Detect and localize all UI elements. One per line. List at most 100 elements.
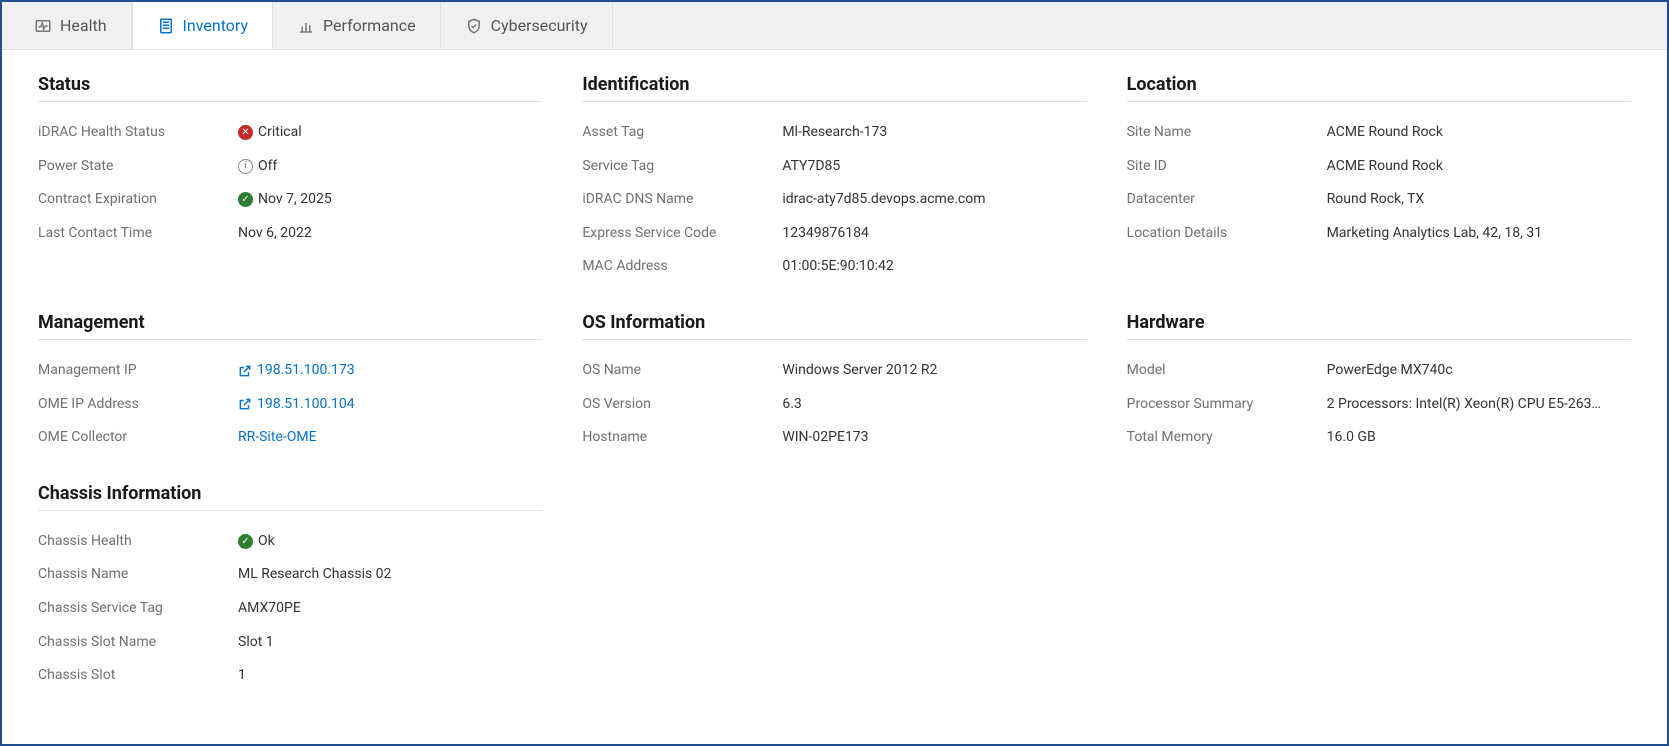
field-value: Ml-Research-173	[782, 123, 887, 143]
ome-ip-link[interactable]: 198.51.100.104	[238, 395, 355, 415]
field-value: 6.3	[782, 395, 801, 415]
performance-icon	[297, 17, 315, 35]
section-title: Hardware	[1127, 312, 1631, 340]
field-value: Slot 1	[238, 633, 274, 653]
field-label: Model	[1127, 361, 1327, 381]
section-hardware: Hardware Model PowerEdge MX740c Processo…	[1127, 312, 1631, 455]
health-icon	[34, 17, 52, 35]
row-last-contact: Last Contact Time Nov 6, 2022	[38, 217, 542, 251]
tab-label: Cybersecurity	[491, 16, 588, 35]
field-value: ATY7D85	[782, 157, 840, 177]
tab-inventory[interactable]: Inventory	[132, 2, 274, 49]
field-value: ACME Round Rock	[1327, 157, 1443, 177]
content-grid: Status iDRAC Health Status ✕ Critical Po…	[2, 50, 1667, 744]
row-os-name: OS Name Windows Server 2012 R2	[582, 354, 1086, 388]
section-title: OS Information	[582, 312, 1086, 340]
row-management-ip: Management IP 198.51.100.173	[38, 354, 542, 388]
tab-cybersecurity[interactable]: Cybersecurity	[441, 2, 613, 49]
row-idrac-dns-name: iDRAC DNS Name idrac-aty7d85.devops.acme…	[582, 183, 1086, 217]
row-service-tag: Service Tag ATY7D85	[582, 150, 1086, 184]
tab-label: Health	[60, 16, 107, 35]
section-chassis-information: Chassis Information Chassis Health ✓ Ok …	[38, 483, 542, 693]
info-icon: i	[238, 159, 253, 174]
section-title: Management	[38, 312, 542, 340]
field-label: Asset Tag	[582, 123, 782, 143]
section-identification: Identification Asset Tag Ml-Research-173…	[582, 74, 1086, 284]
tab-bar: Health Inventory Performance Cybersecuri…	[2, 2, 1667, 50]
field-value: 12349876184	[782, 224, 869, 244]
field-label: Chassis Slot	[38, 666, 238, 686]
field-label: Hostname	[582, 428, 782, 448]
field-value: RR-Site-OME	[238, 428, 317, 448]
field-label: OS Name	[582, 361, 782, 381]
field-value: Ok	[258, 532, 275, 552]
tab-label: Inventory	[183, 16, 249, 35]
section-title: Status	[38, 74, 542, 102]
field-label: Chassis Health	[38, 532, 238, 552]
field-label: Location Details	[1127, 224, 1327, 244]
row-chassis-health: Chassis Health ✓ Ok	[38, 525, 542, 559]
ok-icon: ✓	[238, 192, 253, 207]
field-value: Marketing Analytics Lab, 42, 18, 31	[1327, 224, 1542, 244]
row-chassis-slot: Chassis Slot 1	[38, 659, 542, 693]
field-label: MAC Address	[582, 257, 782, 277]
external-link-icon	[238, 397, 252, 411]
tab-health[interactable]: Health	[10, 2, 132, 49]
field-label: Site Name	[1127, 123, 1327, 143]
field-label: Site ID	[1127, 157, 1327, 177]
inventory-icon	[157, 17, 175, 35]
field-label: Express Service Code	[582, 224, 782, 244]
tab-performance[interactable]: Performance	[273, 2, 441, 49]
row-ome-collector: OME Collector RR-Site-OME	[38, 421, 542, 455]
field-value: Nov 6, 2022	[238, 224, 312, 244]
field-label: OME Collector	[38, 428, 238, 448]
field-label: Power State	[38, 157, 238, 177]
field-value: 01:00:5E:90:10:42	[782, 257, 893, 277]
row-idrac-health: iDRAC Health Status ✕ Critical	[38, 116, 542, 150]
field-value: Round Rock, TX	[1327, 190, 1425, 210]
field-label: iDRAC Health Status	[38, 123, 238, 143]
row-express-service-code: Express Service Code 12349876184	[582, 217, 1086, 251]
row-location-details: Location Details Marketing Analytics Lab…	[1127, 217, 1631, 251]
external-link-icon	[238, 364, 252, 378]
field-label: Management IP	[38, 361, 238, 381]
critical-icon: ✕	[238, 125, 253, 140]
management-ip-link[interactable]: 198.51.100.173	[238, 361, 355, 381]
section-location: Location Site Name ACME Round Rock Site …	[1127, 74, 1631, 284]
field-value: Nov 7, 2025	[258, 190, 332, 210]
row-ome-ip-address: OME IP Address 198.51.100.104	[38, 388, 542, 422]
field-label: Total Memory	[1127, 428, 1327, 448]
row-hostname: Hostname WIN-02PE173	[582, 421, 1086, 455]
field-value: 2 Processors: Intel(R) Xeon(R) CPU E5-26…	[1327, 395, 1601, 415]
ok-icon: ✓	[238, 534, 253, 549]
field-value: idrac-aty7d85.devops.acme.com	[782, 190, 985, 210]
field-label: Service Tag	[582, 157, 782, 177]
field-value: 1	[238, 666, 246, 686]
row-os-version: OS Version 6.3	[582, 388, 1086, 422]
field-label: iDRAC DNS Name	[582, 190, 782, 210]
field-label: Datacenter	[1127, 190, 1327, 210]
field-label: OME IP Address	[38, 395, 238, 415]
section-title: Location	[1127, 74, 1631, 102]
row-chassis-slot-name: Chassis Slot Name Slot 1	[38, 626, 542, 660]
section-title: Identification	[582, 74, 1086, 102]
field-value: Windows Server 2012 R2	[782, 361, 937, 381]
row-site-name: Site Name ACME Round Rock	[1127, 116, 1631, 150]
field-value: PowerEdge MX740c	[1327, 361, 1453, 381]
row-contract-expiration: Contract Expiration ✓ Nov 7, 2025	[38, 183, 542, 217]
field-label: Processor Summary	[1127, 395, 1327, 415]
field-label: Last Contact Time	[38, 224, 238, 244]
field-label: Chassis Name	[38, 565, 238, 585]
field-value: 198.51.100.173	[257, 361, 355, 381]
field-label: Contract Expiration	[38, 190, 238, 210]
ome-collector-link[interactable]: RR-Site-OME	[238, 428, 317, 448]
section-os-information: OS Information OS Name Windows Server 20…	[582, 312, 1086, 455]
field-value: ACME Round Rock	[1327, 123, 1443, 143]
field-value: AMX70PE	[238, 599, 301, 619]
field-label: Chassis Slot Name	[38, 633, 238, 653]
row-mac-address: MAC Address 01:00:5E:90:10:42	[582, 250, 1086, 284]
field-label: Chassis Service Tag	[38, 599, 238, 619]
cybersecurity-icon	[465, 17, 483, 35]
field-value: Off	[258, 157, 277, 177]
field-value: Critical	[258, 123, 302, 143]
